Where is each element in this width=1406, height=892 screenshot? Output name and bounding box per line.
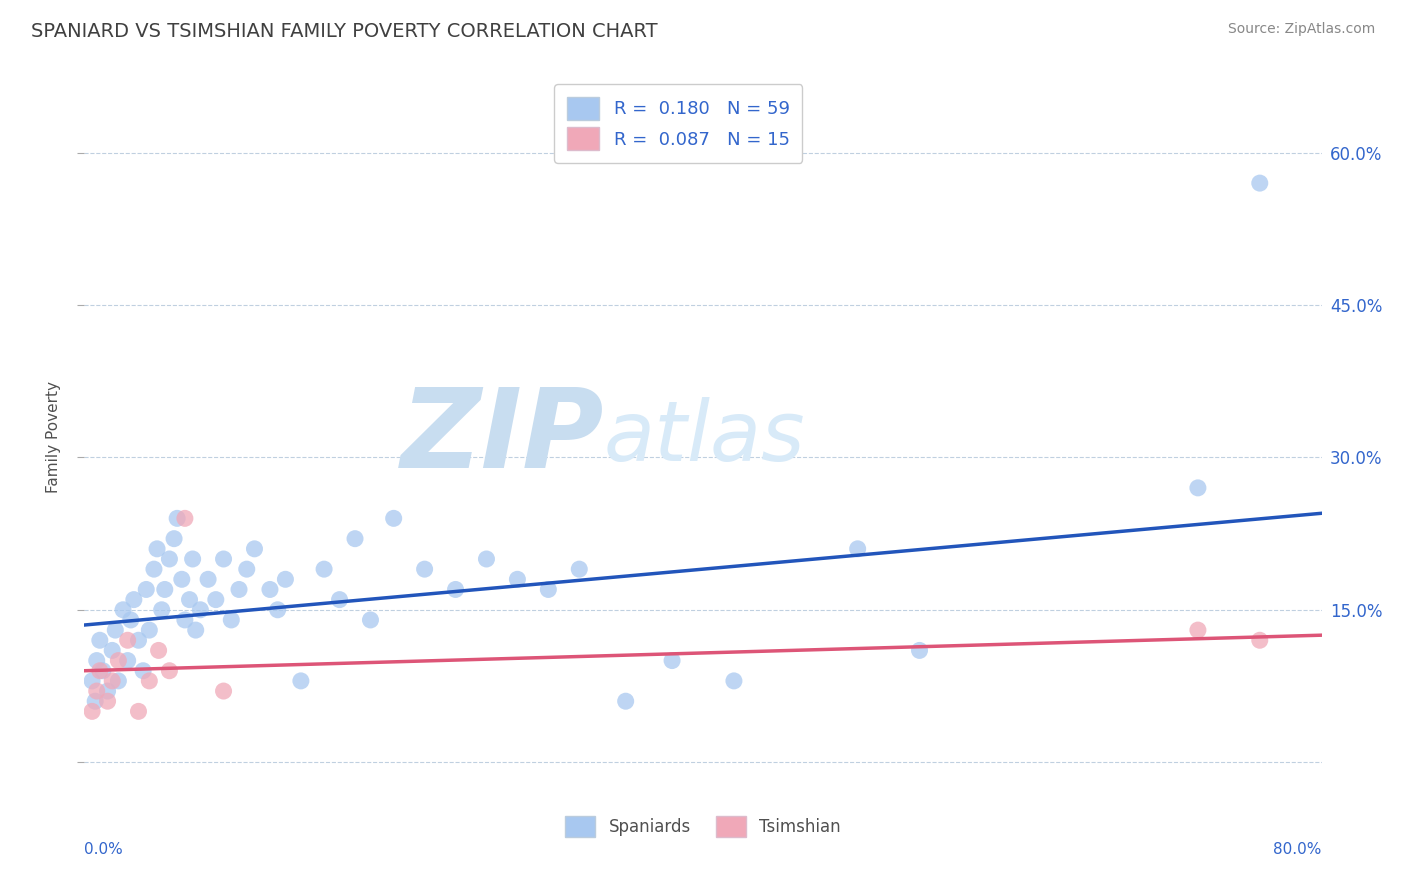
Point bbox=[267, 603, 290, 617]
Point bbox=[188, 603, 211, 617]
Point bbox=[506, 572, 529, 586]
Point bbox=[235, 562, 259, 576]
Point bbox=[150, 603, 173, 617]
Point bbox=[163, 532, 186, 546]
Point bbox=[86, 684, 108, 698]
Point bbox=[328, 592, 352, 607]
Point bbox=[159, 552, 180, 566]
Point bbox=[382, 511, 405, 525]
Point bbox=[413, 562, 436, 576]
Point bbox=[274, 572, 297, 586]
Point bbox=[143, 562, 166, 576]
Point bbox=[179, 592, 201, 607]
Point bbox=[205, 592, 228, 607]
Point bbox=[537, 582, 560, 597]
Point bbox=[259, 582, 281, 597]
Point bbox=[174, 511, 197, 525]
Point bbox=[82, 705, 104, 719]
Point bbox=[212, 552, 235, 566]
Point bbox=[343, 532, 366, 546]
Point bbox=[166, 511, 188, 525]
Point bbox=[312, 562, 335, 576]
Legend: Spaniards, Tsimshian: Spaniards, Tsimshian bbox=[557, 807, 849, 846]
Point bbox=[122, 592, 145, 607]
Point bbox=[723, 673, 745, 688]
Text: SPANIARD VS TSIMSHIAN FAMILY POVERTY CORRELATION CHART: SPANIARD VS TSIMSHIAN FAMILY POVERTY COR… bbox=[31, 22, 658, 41]
Point bbox=[135, 582, 157, 597]
Point bbox=[1249, 176, 1271, 190]
Point bbox=[107, 654, 129, 668]
Point bbox=[96, 684, 118, 698]
Point bbox=[1187, 481, 1209, 495]
Point bbox=[138, 623, 160, 637]
Text: 80.0%: 80.0% bbox=[1274, 842, 1322, 856]
Point bbox=[212, 684, 235, 698]
Point bbox=[1249, 633, 1271, 648]
Point bbox=[91, 664, 114, 678]
Point bbox=[127, 705, 149, 719]
Point bbox=[153, 582, 176, 597]
Point bbox=[568, 562, 591, 576]
Point bbox=[146, 541, 169, 556]
Point bbox=[107, 673, 129, 688]
Point bbox=[117, 633, 139, 648]
Point bbox=[127, 633, 149, 648]
Text: Source: ZipAtlas.com: Source: ZipAtlas.com bbox=[1227, 22, 1375, 37]
Point bbox=[117, 654, 139, 668]
Y-axis label: Family Poverty: Family Poverty bbox=[46, 381, 62, 493]
Point bbox=[132, 664, 155, 678]
Text: atlas: atlas bbox=[605, 397, 806, 477]
Point bbox=[101, 673, 124, 688]
Text: ZIP: ZIP bbox=[401, 384, 605, 491]
Point bbox=[846, 541, 869, 556]
Point bbox=[112, 603, 135, 617]
Point bbox=[89, 664, 111, 678]
Point bbox=[908, 643, 931, 657]
Text: 0.0%: 0.0% bbox=[84, 842, 124, 856]
Point bbox=[138, 673, 160, 688]
Point bbox=[661, 654, 683, 668]
Point bbox=[148, 643, 170, 657]
Point bbox=[82, 673, 104, 688]
Point bbox=[104, 623, 127, 637]
Point bbox=[290, 673, 312, 688]
Point bbox=[181, 552, 204, 566]
Point bbox=[243, 541, 266, 556]
Point bbox=[89, 633, 111, 648]
Point bbox=[475, 552, 498, 566]
Point bbox=[86, 654, 108, 668]
Point bbox=[184, 623, 207, 637]
Point bbox=[120, 613, 142, 627]
Point bbox=[96, 694, 118, 708]
Point bbox=[228, 582, 250, 597]
Point bbox=[360, 613, 382, 627]
Point bbox=[1187, 623, 1209, 637]
Point bbox=[101, 643, 124, 657]
Point bbox=[614, 694, 637, 708]
Point bbox=[84, 694, 107, 708]
Point bbox=[159, 664, 180, 678]
Point bbox=[170, 572, 193, 586]
Point bbox=[174, 613, 197, 627]
Point bbox=[219, 613, 242, 627]
Point bbox=[444, 582, 467, 597]
Point bbox=[197, 572, 219, 586]
